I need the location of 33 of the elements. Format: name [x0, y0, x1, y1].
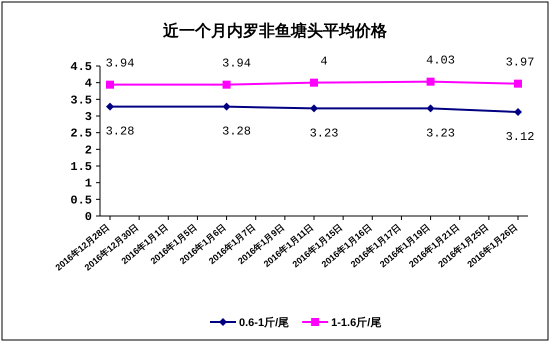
- y-tick-label: 4.5: [70, 60, 92, 74]
- data-label: 3.97: [506, 56, 534, 70]
- data-label: 3.94: [222, 56, 251, 71]
- data-label: 3.28: [222, 124, 251, 139]
- y-tick-label: 1: [84, 176, 92, 191]
- data-label: 4.03: [426, 54, 455, 68]
- point: [106, 102, 114, 111]
- data-label: 3.23: [310, 126, 338, 140]
- data-label: 3.12: [506, 130, 534, 144]
- point: [106, 80, 114, 89]
- y-tick-label: 0: [84, 210, 92, 224]
- y-tick-label: 1.5: [70, 160, 92, 174]
- chart-title: 近一个月内罗非鱼塘头平均价格: [162, 22, 388, 40]
- y-tick-label: 0.5: [70, 193, 92, 208]
- data-label: 3.28: [106, 124, 134, 139]
- point: [310, 104, 318, 112]
- data-label: 4: [320, 54, 328, 69]
- y-tick-label: 4: [84, 76, 92, 91]
- point: [426, 104, 435, 112]
- data-label: 3.23: [426, 126, 455, 140]
- legend-label: 0.6-1斤/尾: [239, 316, 290, 329]
- y-tick-label: 2.5: [70, 126, 92, 141]
- point: [222, 80, 231, 89]
- y-tick-label: 3: [84, 110, 92, 124]
- point: [222, 102, 231, 111]
- point: [514, 80, 522, 88]
- y-tick-label: 2: [84, 143, 92, 158]
- point: [514, 108, 522, 116]
- point: [310, 78, 318, 87]
- legend-label: 1-1.6斤/尾: [331, 316, 382, 329]
- point: [426, 78, 435, 86]
- data-label: 3.94: [106, 56, 134, 71]
- y-tick-label: 3.5: [70, 93, 92, 108]
